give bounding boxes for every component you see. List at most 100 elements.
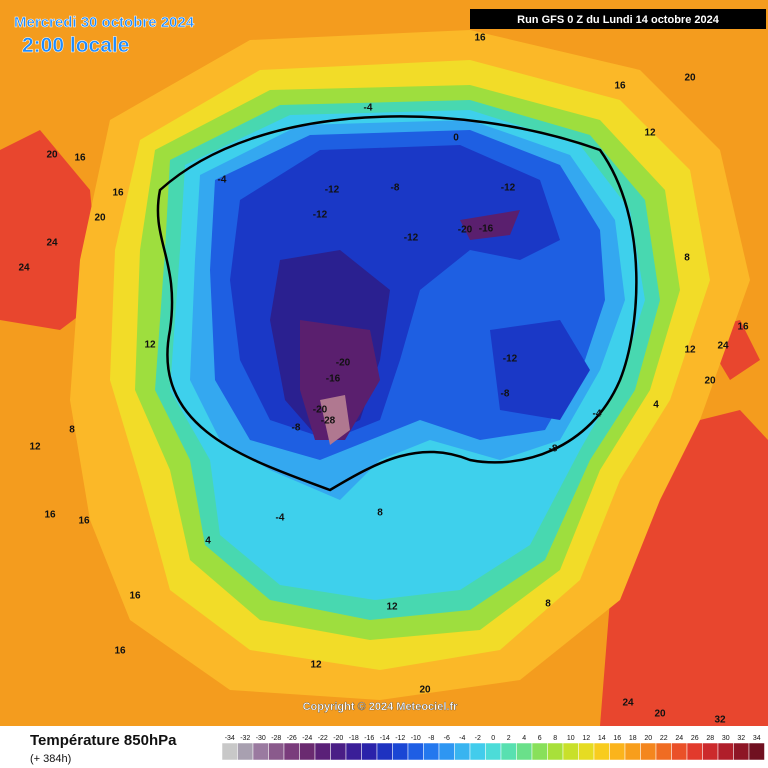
- contour-label: 4: [205, 536, 211, 547]
- scale-label: 28: [706, 735, 714, 742]
- scale-swatch: [438, 742, 455, 761]
- scale-label: -32: [240, 735, 250, 742]
- contour-label: 12: [386, 602, 398, 613]
- scale-swatch: [593, 742, 610, 761]
- scale-label: -26: [287, 735, 297, 742]
- scale-label: 18: [629, 735, 637, 742]
- contour-label: -8: [292, 423, 301, 434]
- scale-label: -14: [380, 735, 390, 742]
- contour-label: 16: [78, 516, 90, 527]
- scale-label: -22: [318, 735, 328, 742]
- scale-label: -6: [444, 735, 450, 742]
- run-box: [470, 9, 766, 29]
- scale-swatch: [671, 742, 688, 761]
- scale-swatch: [702, 742, 719, 761]
- contour-label: -20: [336, 358, 351, 369]
- scale-label: 2: [507, 735, 511, 742]
- scale-swatch: [221, 742, 238, 761]
- scale-swatch: [454, 742, 471, 761]
- footer-title: Température 850hPa: [30, 732, 177, 749]
- contour-label: -4: [593, 409, 602, 420]
- contour-label: 8: [69, 425, 75, 436]
- contour-label: -12: [503, 354, 518, 365]
- scale-swatch: [392, 742, 409, 761]
- contour-label: 20: [94, 213, 106, 224]
- contour-label: 16: [474, 33, 486, 44]
- contour-label: 12: [29, 442, 41, 453]
- scale-label: 4: [522, 735, 526, 742]
- contour-label: 20: [46, 150, 58, 161]
- footer-lead: (+ 384h): [30, 753, 71, 765]
- contour-label: -20: [458, 225, 473, 236]
- time: 2:00 locale: [22, 34, 129, 57]
- scale-swatch: [686, 742, 703, 761]
- scale-swatch: [733, 742, 750, 761]
- contour-label: 12: [144, 340, 156, 351]
- contour-label: -16: [326, 374, 341, 385]
- scale-label: 6: [538, 735, 542, 742]
- contour-label: 16: [129, 591, 141, 602]
- contour-label: 16: [74, 153, 86, 164]
- scale-swatch: [485, 742, 502, 761]
- scale-label: -16: [364, 735, 374, 742]
- contour-label: -12: [501, 183, 516, 194]
- scale-label: -20: [333, 735, 343, 742]
- scale-label: -10: [411, 735, 421, 742]
- scale-swatch: [299, 742, 316, 761]
- scale-swatch: [717, 742, 734, 761]
- scale-swatch: [516, 742, 533, 761]
- scale-swatch: [500, 742, 517, 761]
- scale-swatch: [407, 742, 424, 761]
- contour-label: -4: [218, 175, 227, 186]
- scale-swatch: [609, 742, 626, 761]
- contour-label: 12: [310, 660, 322, 671]
- scale-swatch: [376, 742, 393, 761]
- scale-label: 20: [644, 735, 652, 742]
- contour-label: -12: [404, 233, 419, 244]
- scale-swatch: [655, 742, 672, 761]
- contour-label: -8: [501, 389, 510, 400]
- scale-label: 8: [553, 735, 557, 742]
- contour-label: -16: [479, 224, 494, 235]
- scale-swatch: [361, 742, 378, 761]
- scale-label: 30: [722, 735, 730, 742]
- scale-swatch: [314, 742, 331, 761]
- contour-label: 24: [18, 263, 30, 274]
- contour-label: 12: [684, 345, 696, 356]
- scale-label: -30: [256, 735, 266, 742]
- contour-label: 8: [684, 253, 690, 264]
- contour-label: 24: [622, 698, 634, 709]
- contour-label: 20: [684, 73, 696, 84]
- contour-label: 8: [377, 508, 383, 519]
- contour-label: -4: [364, 103, 373, 114]
- scale-swatch: [531, 742, 548, 761]
- scale-swatch: [578, 742, 595, 761]
- contour-label: 12: [644, 128, 656, 139]
- scale-label: 12: [582, 735, 590, 742]
- scale-label: 14: [598, 735, 606, 742]
- scale-swatch: [252, 742, 269, 761]
- scale-swatch: [748, 742, 765, 761]
- scale-swatch: [345, 742, 362, 761]
- map-labels: 20 16 20 24 24 16 12 8 12 16 16 16 12 20 24 20 32 20 24 16 1…: [18, 33, 749, 726]
- contour-label: 24: [46, 238, 58, 249]
- contour-label: -8: [391, 183, 400, 194]
- scale-swatch: [624, 742, 641, 761]
- scale-label: -8: [428, 735, 434, 742]
- scale-swatch: [268, 742, 285, 761]
- scale-label: -18: [349, 735, 359, 742]
- contour-label: 20: [419, 685, 431, 696]
- scale-label: 10: [567, 735, 575, 742]
- scale-label: -4: [459, 735, 465, 742]
- scale-label: 16: [613, 735, 621, 742]
- contour-label: 20: [704, 376, 716, 387]
- scale-swatch: [469, 742, 486, 761]
- contour-label: -8: [549, 444, 558, 455]
- contour-label: -4: [276, 513, 285, 524]
- scale-label: 0: [491, 735, 495, 742]
- scale-label: 22: [660, 735, 668, 742]
- contour-label: 4: [653, 400, 659, 411]
- contour-label: 16: [614, 81, 626, 92]
- copyright: Copyright © 2024 Meteociel.fr: [303, 701, 459, 713]
- contour-label: 16: [112, 188, 124, 199]
